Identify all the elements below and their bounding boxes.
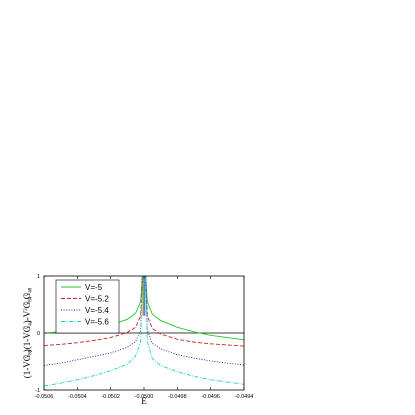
legend: V=-5 V=-5.2 V=-5.4 V=-5.6 — [55, 279, 120, 334]
legend-box — [55, 279, 120, 334]
y-tick-label: -1 — [35, 388, 40, 394]
y-axis-label: (1-VG880)(1-VG440)-V2G840G480 — [22, 287, 34, 378]
x-tick-label: -0.0502 — [101, 394, 120, 400]
legend-label-2: V=-5.2 — [85, 295, 109, 304]
x-axis-label: E — [141, 396, 147, 406]
y-tick-label: 1 — [37, 274, 40, 280]
x-tick-label: -0.0504 — [68, 394, 87, 400]
legend-label-1: V=-5 — [85, 283, 103, 292]
legend-label-4: V=-5.6 — [85, 318, 109, 327]
x-tick-label: -0.0500 — [135, 394, 154, 400]
x-tick-label: -0.0498 — [168, 394, 187, 400]
series-line-4 — [43, 275, 245, 387]
legend-label-3: V=-5.4 — [85, 306, 109, 315]
x-tick-label: -0.0494 — [235, 394, 254, 400]
y-tick-label: 0 — [37, 331, 40, 337]
x-tick-label: -0.0506 — [35, 394, 54, 400]
x-tick-label: -0.0496 — [201, 394, 220, 400]
